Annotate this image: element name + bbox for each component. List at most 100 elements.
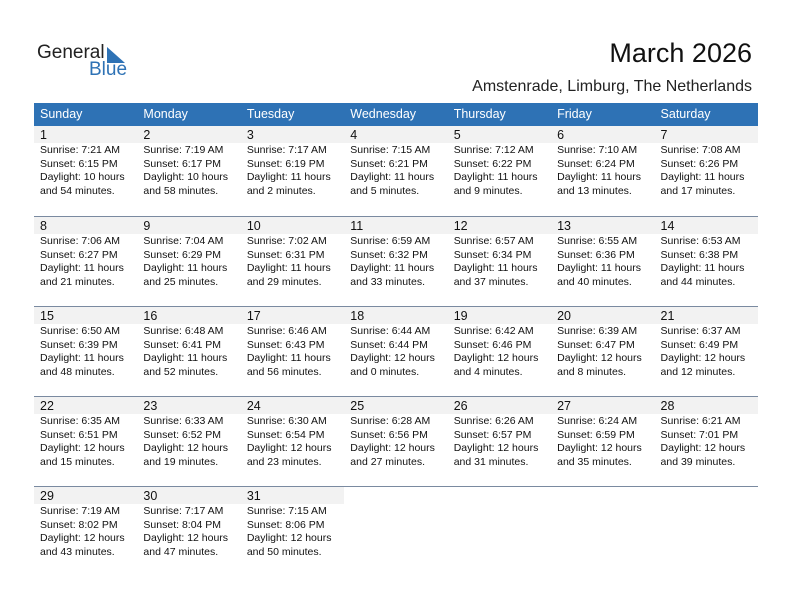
logo-text-general: General [37,42,105,63]
daylight: Daylight: 11 hours [557,171,641,183]
weekday-friday: Friday [557,107,592,121]
day-cell: 11 Sunrise: 6:59 AM Sunset: 6:32 PM Daylig… [344,217,448,306]
sunrise: Sunrise: 6:26 AM [453,415,534,427]
daylight: Daylight: 12 hours [453,442,539,454]
day-cell: 7 Sunrise: 7:08 AM Sunset: 6:26 PM Dayligh… [654,126,758,216]
daylight-minutes: and 37 minutes. [453,275,529,288]
day-number: 25 [344,397,448,414]
weekday-sunday: Sunday [40,107,83,121]
day-cell: 30 Sunrise: 7:17 AM Sunset: 8:04 PM Daylig… [137,487,241,576]
page-title: March 2026 [609,38,752,68]
day-cell: 26 Sunrise: 6:26 AM Sunset: 6:57 PM Daylig… [447,397,552,486]
daylight-minutes: and 58 minutes. [143,184,219,197]
day-cell: 15 Sunrise: 6:50 AM Sunset: 6:39 PM Daylig… [34,307,138,396]
day-cell: 1 Sunrise: 7:21 AM Sunset: 6:15 PM Dayligh… [34,126,138,216]
sunset: Sunset: 6:38 PM [660,248,739,261]
day-cell: 2 Sunrise: 7:19 AM Sunset: 6:17 PM Dayligh… [137,126,241,216]
day-number: 1 [34,126,138,143]
weekday-wednesday: Wednesday [350,107,417,121]
daylight-minutes: and 27 minutes. [350,455,425,468]
daylight: Daylight: 12 hours [350,352,435,364]
day-cell: 23 Sunrise: 6:33 AM Sunset: 6:52 PM Daylig… [137,397,241,486]
sunrise: Sunrise: 6:21 AM [660,415,741,427]
day-number: 16 [137,307,241,324]
sunrise: Sunrise: 6:28 AM [350,415,431,427]
sunset: Sunset: 6:39 PM [40,338,118,351]
sunrise: Sunrise: 6:30 AM [246,415,327,427]
day-number: 30 [137,487,241,504]
daylight-minutes: and 9 minutes. [453,184,523,197]
daylight-minutes: and 23 minutes. [246,455,322,468]
sunset: Sunset: 6:26 PM [660,157,739,170]
daylight: Daylight: 11 hours [453,262,538,274]
sunrise: Sunrise: 7:15 AM [246,505,327,517]
daylight-minutes: and 29 minutes. [246,275,322,288]
weekday-thursday: Thursday [453,107,506,121]
sunset: Sunset: 6:17 PM [143,157,222,170]
daylight-minutes: and 21 minutes. [40,275,115,288]
day-number: 13 [551,217,655,234]
sunset: Sunset: 6:51 PM [40,428,118,441]
daylight-minutes: and 17 minutes. [660,184,736,197]
sunrise: Sunrise: 6:24 AM [557,415,638,427]
daylight: Daylight: 11 hours [453,171,538,183]
sunset: Sunset: 7:01 PM [660,428,739,441]
daylight-minutes: and 19 minutes. [143,455,219,468]
sunrise: Sunrise: 6:39 AM [557,325,638,337]
day-number: 2 [137,126,241,143]
day-number: 23 [137,397,241,414]
day-cell: 13 Sunrise: 6:55 AM Sunset: 6:36 PM Daylig… [551,217,655,306]
sunset: Sunset: 6:31 PM [246,248,325,261]
week-row: 8 Sunrise: 7:06 AM Sunset: 6:27 PM Dayligh… [34,216,758,306]
daylight-minutes: and 43 minutes. [40,545,115,558]
daylight: Daylight: 11 hours [557,262,641,274]
day-cell: 9 Sunrise: 7:04 AM Sunset: 6:29 PM Dayligh… [137,217,241,306]
day-number: 3 [240,126,345,143]
daylight: Daylight: 12 hours [557,352,642,364]
daylight-minutes: and 48 minutes. [40,365,115,378]
daylight: Daylight: 11 hours [143,352,228,364]
daylight: Daylight: 12 hours [246,442,332,454]
daylight: Daylight: 12 hours [660,442,746,454]
weekday-saturday: Saturday [660,107,711,121]
weekday-header: Sunday Monday Tuesday Wednesday Thursday Frid… [34,103,758,126]
daylight-minutes: and 54 minutes. [40,184,115,197]
daylight: Daylight: 11 hours [350,171,435,183]
day-cell: 3 Sunrise: 7:17 AM Sunset: 6:19 PM Dayligh… [240,126,345,216]
sunrise: Sunrise: 6:42 AM [453,325,534,337]
day-cell: 31 Sunrise: 7:15 AM Sunset: 8:06 PM Daylig… [240,487,345,576]
daylight: Daylight: 11 hours [350,262,435,274]
logo-text-blue: Blue [89,59,128,80]
day-number: 31 [240,487,345,504]
sunset: Sunset: 8:06 PM [246,518,325,531]
day-cell: 16 Sunrise: 6:48 AM Sunset: 6:41 PM Daylig… [137,307,241,396]
daylight: Daylight: 12 hours [143,532,229,544]
daylight: Daylight: 12 hours [246,532,332,544]
day-number: 19 [447,307,552,324]
day-number: 7 [654,126,758,143]
daylight-minutes: and 15 minutes. [40,455,115,468]
daylight-minutes: and 56 minutes. [246,365,322,378]
daylight-minutes: and 2 minutes. [246,184,316,197]
day-number: 18 [344,307,448,324]
daylight: Daylight: 11 hours [246,171,331,183]
sunrise: Sunrise: 6:55 AM [557,235,638,247]
daylight-minutes: and 33 minutes. [350,275,425,288]
daylight-minutes: and 8 minutes. [557,365,626,378]
weekday-monday: Monday [143,107,188,121]
daylight-minutes: and 25 minutes. [143,275,219,288]
daylight-minutes: and 52 minutes. [143,365,219,378]
day-cell: 29 Sunrise: 7:19 AM Sunset: 8:02 PM Daylig… [34,487,138,576]
day-cell: 12 Sunrise: 6:57 AM Sunset: 6:34 PM Daylig… [447,217,552,306]
sunrise: Sunrise: 6:59 AM [350,235,431,247]
day-number: 11 [344,217,448,234]
sunset: Sunset: 6:29 PM [143,248,222,261]
day-number: 9 [137,217,241,234]
day-number: 21 [654,307,758,324]
daylight: Daylight: 11 hours [143,262,228,274]
day-cell: 8 Sunrise: 7:06 AM Sunset: 6:27 PM Dayligh… [34,217,138,306]
daylight-minutes: and 39 minutes. [660,455,736,468]
day-number: 8 [34,217,138,234]
day-cell: 24 Sunrise: 6:30 AM Sunset: 6:54 PM Daylig… [240,397,345,486]
sunrise: Sunrise: 7:17 AM [246,144,327,156]
